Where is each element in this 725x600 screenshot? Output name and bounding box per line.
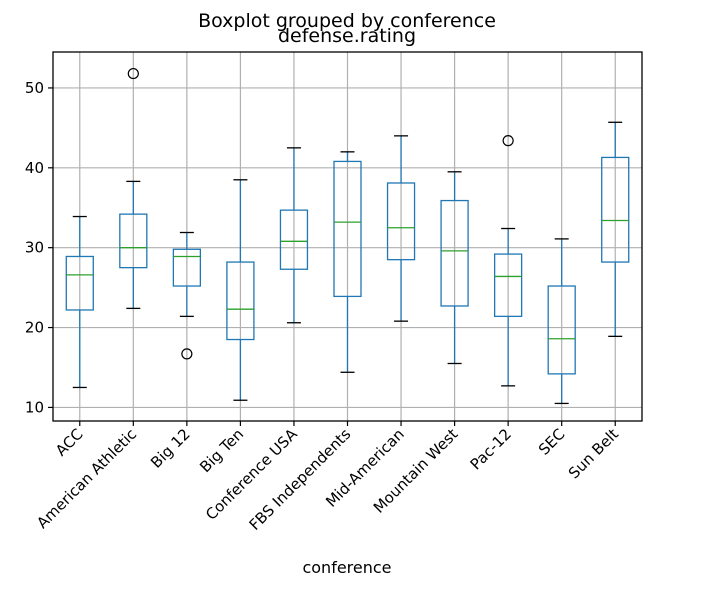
y-tick-label: 40	[25, 159, 44, 177]
chart-title: defense.rating	[278, 25, 416, 47]
iqr-box	[333, 160, 362, 298]
y-tick-label: 20	[25, 319, 44, 337]
x-tick-label: FBS Independents	[246, 425, 355, 534]
box-american-athletic	[119, 67, 148, 310]
iqr-box	[65, 255, 94, 311]
box-big-ten	[226, 179, 255, 401]
iqr-box	[279, 209, 309, 270]
iqr-box	[386, 182, 416, 261]
outlier-point	[181, 348, 193, 360]
box-big-12	[172, 231, 202, 360]
y-tick-label: 50	[25, 79, 44, 97]
x-tick-label: Conference USA	[202, 425, 301, 524]
iqr-box	[226, 261, 255, 341]
outlier-point	[127, 67, 139, 80]
chart-suptitle: Boxplot grouped by conference	[198, 10, 496, 32]
iqr-box	[547, 285, 576, 375]
box-pac-12	[493, 135, 523, 387]
iqr-box	[493, 253, 523, 318]
iqr-box	[440, 199, 469, 307]
x-tick-label: American Athletic	[33, 425, 140, 532]
box-mid-american	[386, 135, 416, 322]
boxes-layer	[65, 67, 630, 405]
y-tick-label: 10	[25, 398, 44, 416]
box-acc	[65, 215, 94, 389]
x-tick-label: Big Ten	[196, 425, 247, 476]
iqr-box	[601, 156, 630, 263]
box-mountain-west	[440, 171, 469, 365]
iqr-box	[172, 248, 202, 287]
box-fbs-independents	[333, 151, 362, 373]
box-conference-usa	[279, 147, 309, 324]
box-sun-belt	[601, 121, 630, 337]
x-tick-label: SEC	[535, 425, 569, 459]
iqr-box	[119, 213, 148, 269]
y-tick-label: 30	[25, 239, 44, 257]
x-tick-label: Sun Belt	[565, 425, 622, 482]
x-axis-label: conference	[302, 558, 391, 577]
box-sec	[547, 238, 576, 405]
x-tick-label: ACC	[52, 425, 87, 460]
x-tick-label: Pac-12	[467, 425, 515, 473]
x-tick-label: Big 12	[147, 425, 194, 472]
plot-frame	[52, 51, 643, 422]
outlier-point	[502, 135, 514, 147]
